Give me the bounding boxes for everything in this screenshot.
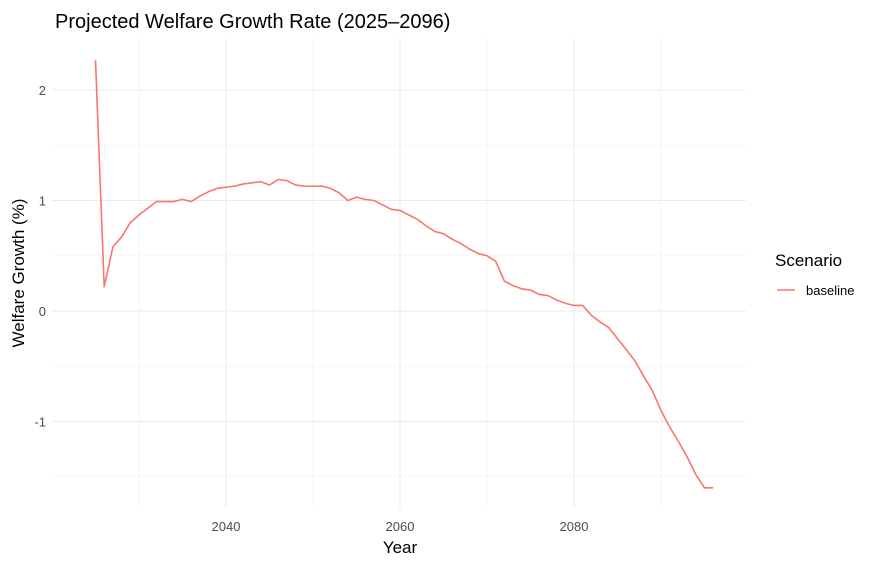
y-tick-label: 1 <box>39 194 46 209</box>
y-tick-label: 2 <box>39 83 46 98</box>
y-tick-label: -1 <box>34 415 46 430</box>
legend: Scenario baseline <box>775 251 854 298</box>
y-axis-title: Welfare Growth (%) <box>9 199 28 348</box>
chart-title: Projected Welfare Growth Rate (2025–2096… <box>55 11 450 33</box>
legend-label-baseline: baseline <box>806 283 854 298</box>
x-tick-label: 2080 <box>560 519 589 534</box>
x-tick-label: 2060 <box>386 519 415 534</box>
grid-lines <box>52 38 746 508</box>
series-lines <box>94 60 714 489</box>
y-axis-ticks: -1 0 1 2 <box>34 83 46 430</box>
x-axis-ticks: 2040 2060 2080 <box>212 519 589 534</box>
series-line-baseline <box>94 60 714 489</box>
y-tick-label: 0 <box>39 304 46 319</box>
legend-title: Scenario <box>775 251 842 270</box>
x-tick-label: 2040 <box>212 519 241 534</box>
x-axis-title: Year <box>383 538 418 557</box>
